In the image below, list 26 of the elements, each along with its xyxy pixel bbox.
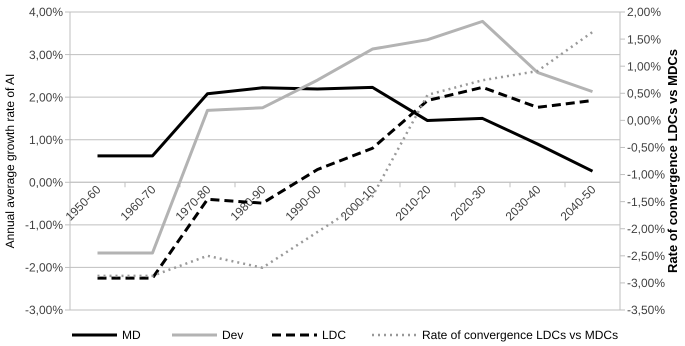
y-tick-label: 3,00% (28, 48, 64, 62)
y-axis-title: Annual average growth rate of AI (3, 74, 17, 248)
y-tick-label: -1,00% (24, 218, 64, 232)
y-tick-label: -2,00% (24, 260, 64, 275)
y2-tick-label: 0,00% (627, 114, 662, 128)
y2-tick-label: 1,00% (627, 59, 662, 74)
y2-tick-label: 0,50% (627, 86, 662, 100)
y2-tick-label: -1,50% (627, 194, 666, 209)
y-tick-label: 4,00% (28, 5, 64, 20)
y2-tick-label: -3,00% (627, 276, 666, 290)
y2-tick-label: -1,00% (627, 168, 666, 182)
y2-tick-label: -2,00% (627, 222, 666, 236)
legend-label: Dev (222, 328, 244, 342)
y-tick-label: 2,00% (28, 90, 64, 104)
y-tick-label: 0,00% (28, 175, 64, 190)
y2-tick-label: -2,50% (627, 249, 666, 264)
legend-label: MD (122, 328, 141, 342)
y2-tick-label: -3,50% (627, 303, 666, 318)
legend-label: LDC (322, 328, 346, 342)
y-tick-label: -3,00% (24, 303, 64, 318)
y-tick-label: 1,00% (28, 132, 64, 147)
y2-tick-label: 2,00% (627, 5, 662, 20)
y2-axis-title: Rate of convergence LDCs vs MDCs (665, 49, 680, 273)
y2-tick-label: 1,50% (627, 32, 662, 46)
y2-tick-label: -0,50% (627, 140, 666, 155)
legend-label: Rate of convergence LDCs vs MDCs (422, 328, 618, 342)
